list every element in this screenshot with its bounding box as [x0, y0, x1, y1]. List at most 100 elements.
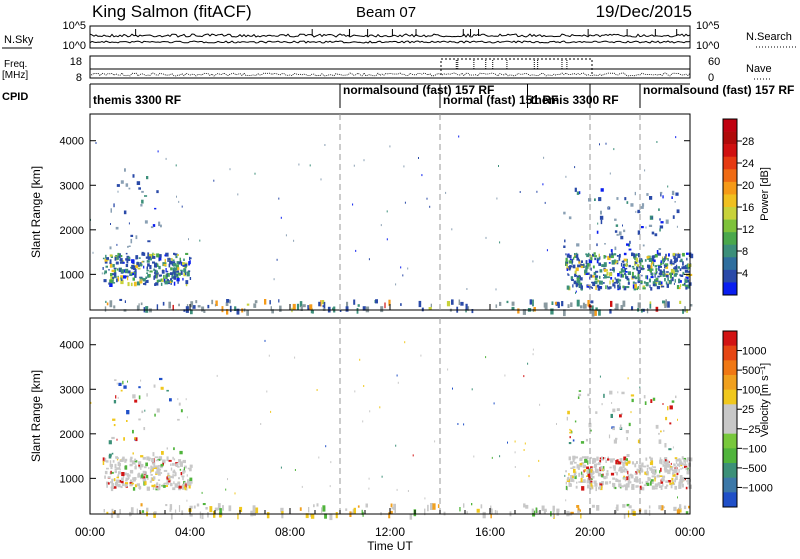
data-cell: [409, 513, 413, 520]
data-cell: [690, 253, 694, 259]
data-cell: [178, 459, 182, 462]
data-cell: [681, 456, 684, 460]
data-cell-sparse: [260, 423, 262, 425]
data-cell: [572, 264, 576, 269]
data-cell: [605, 472, 609, 476]
data-cell-sparse: [424, 497, 426, 500]
data-cell: [543, 508, 546, 515]
data-cell: [594, 276, 598, 281]
data-cell: [606, 271, 609, 276]
data-cell: [607, 206, 610, 209]
data-cell: [587, 393, 590, 397]
data-cell: [525, 504, 529, 509]
data-cell: [627, 474, 630, 479]
data-cell-sparse: [369, 410, 371, 413]
data-cell: [619, 458, 623, 462]
data-cell-sparse: [605, 142, 607, 145]
data-cell: [588, 469, 590, 473]
data-cell: [674, 477, 678, 480]
data-cell: [271, 309, 274, 314]
data-cell: [157, 465, 161, 467]
velocity-cbar-tick-label-1: 500: [742, 365, 760, 377]
data-cell: [673, 267, 677, 270]
data-cell: [299, 301, 303, 308]
data-cell: [125, 183, 129, 187]
data-cell: [172, 263, 177, 267]
data-cell: [659, 225, 664, 229]
data-cell: [623, 286, 627, 291]
data-cell: [117, 483, 121, 488]
data-cell: [437, 504, 440, 508]
data-cell: [582, 302, 585, 309]
data-cell: [467, 306, 470, 311]
data-cell: [583, 480, 586, 483]
data-cell: [645, 282, 649, 287]
data-cell: [688, 266, 691, 269]
data-cell: [111, 479, 114, 483]
data-cell: [173, 271, 176, 276]
data-cell-sparse: [651, 216, 653, 219]
data-cell: [168, 479, 172, 481]
data-cell-sparse: [514, 451, 516, 454]
data-cell-sparse: [396, 488, 398, 491]
data-cell: [619, 271, 623, 274]
velocity-cbar-frame: [722, 330, 738, 508]
data-cell: [176, 254, 179, 256]
data-cell: [424, 508, 426, 516]
data-cell: [623, 229, 626, 233]
data-cell: [176, 273, 178, 277]
data-cell: [573, 459, 575, 462]
data-cell: [197, 305, 201, 308]
data-cell: [667, 277, 669, 281]
data-cell: [139, 279, 143, 284]
velocity-cbar-swatch: [723, 463, 737, 478]
velocity-cbar-swatch: [723, 419, 737, 434]
data-cell-sparse: [495, 288, 497, 291]
data-cell: [678, 278, 681, 283]
data-cell: [278, 299, 280, 303]
data-cell: [604, 263, 607, 267]
data-cell: [138, 257, 141, 259]
data-cell: [166, 476, 169, 480]
data-cell: [165, 485, 168, 487]
data-cell: [152, 256, 156, 259]
data-cell: [153, 384, 156, 388]
data-cell-sparse: [622, 224, 623, 227]
data-cell: [649, 481, 652, 486]
data-cell: [640, 467, 643, 472]
data-cell: [629, 481, 632, 484]
data-cell: [135, 256, 137, 260]
data-cell: [177, 466, 180, 468]
data-cell: [149, 480, 152, 483]
data-cell: [113, 275, 117, 279]
data-cell: [585, 438, 588, 442]
data-cell-sparse: [407, 267, 409, 270]
data-cell: [152, 224, 156, 227]
data-cell: [122, 261, 125, 264]
data-cell: [104, 306, 107, 312]
data-cell: [646, 467, 649, 472]
data-cell: [666, 484, 669, 487]
data-cell: [511, 306, 515, 310]
data-cell: [324, 513, 327, 519]
data-cell: [181, 262, 185, 265]
data-cell-sparse: [556, 423, 557, 425]
data-cell: [686, 480, 689, 483]
data-cell: [659, 265, 662, 268]
data-cell: [585, 266, 588, 271]
data-cell: [132, 452, 134, 455]
data-cell: [593, 252, 596, 255]
data-cell: [165, 504, 168, 507]
data-cell: [646, 275, 649, 280]
data-cell: [123, 437, 125, 441]
data-cell-sparse: [128, 222, 130, 225]
data-cell: [594, 463, 597, 468]
data-cell: [634, 256, 637, 261]
data-cell: [682, 252, 685, 257]
data-cell: [610, 458, 614, 463]
data-cell: [421, 307, 424, 312]
data-cell: [676, 285, 680, 290]
data-cell: [174, 483, 178, 488]
data-cell: [616, 459, 619, 463]
data-cell: [106, 302, 109, 306]
